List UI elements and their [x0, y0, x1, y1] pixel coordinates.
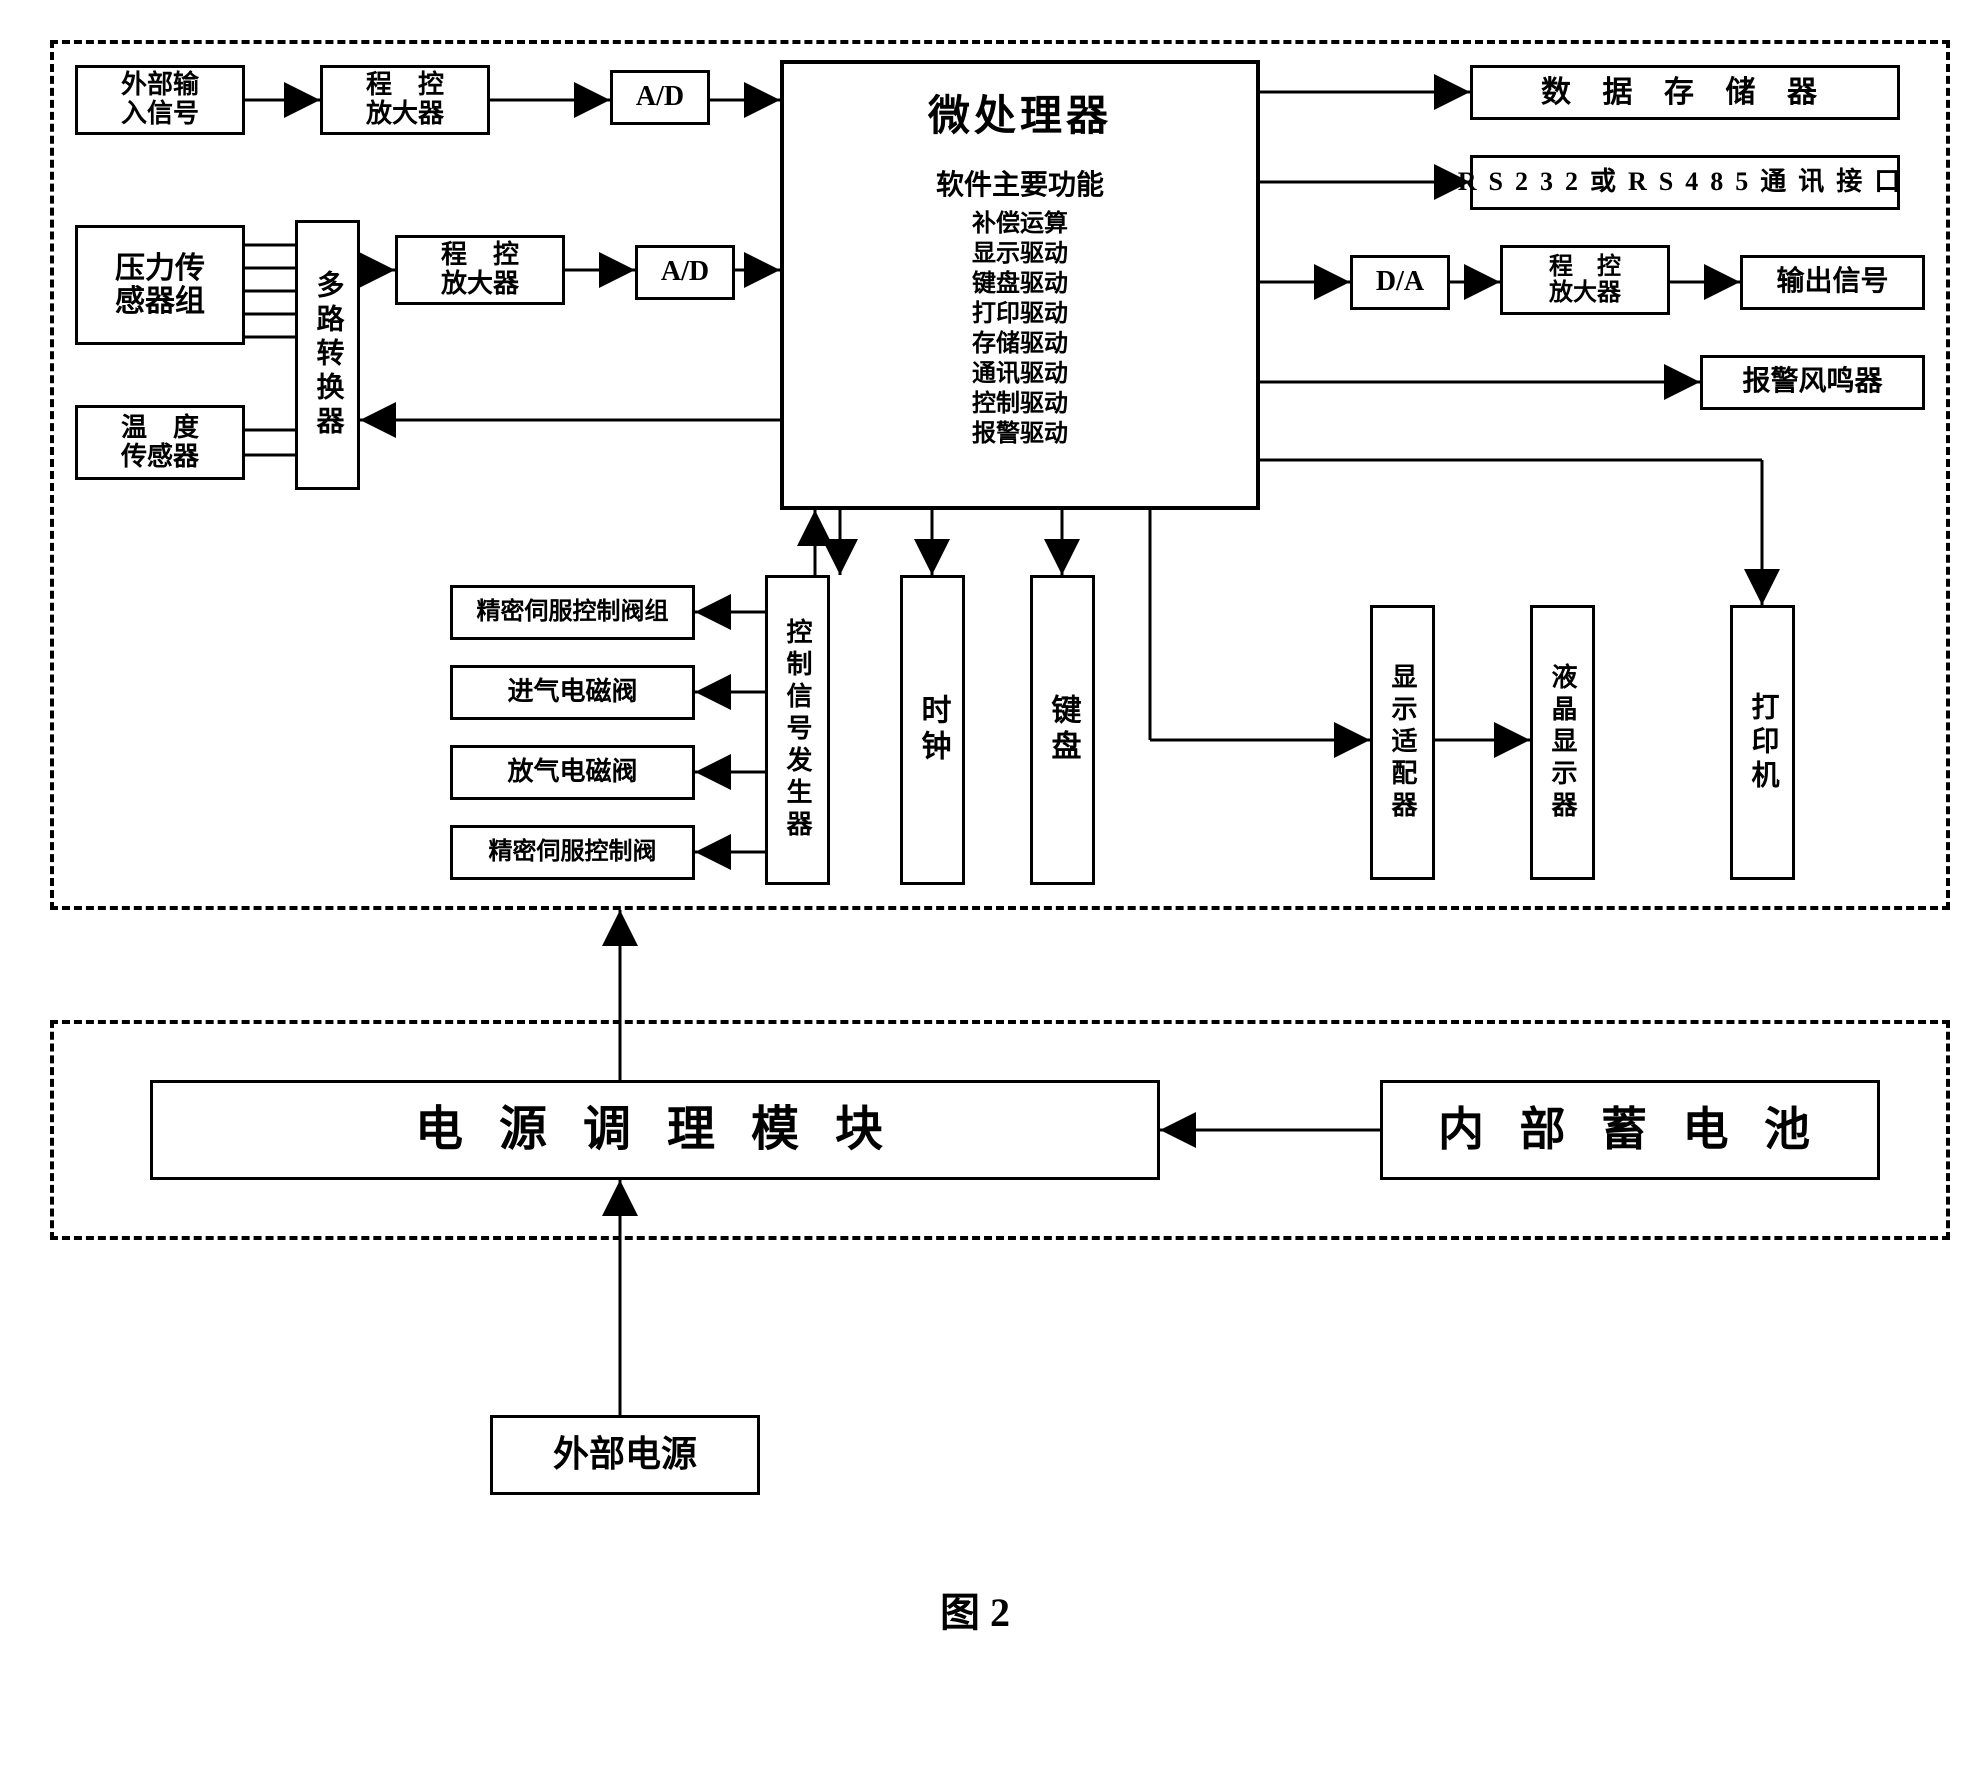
amp1-block: 程 控 放大器	[320, 65, 490, 135]
cpu-title: 微处理器	[784, 82, 1256, 143]
powerCond-block: 电 源 调 理 模 块	[150, 1080, 1160, 1180]
sigGen-block: 控制信号发生器	[765, 575, 830, 885]
amp3-block: 程 控 放大器	[1500, 245, 1670, 315]
extIn-block: 外部输 入信号	[75, 65, 245, 135]
figure-label: 图 2	[940, 1580, 1010, 1638]
cpu-line: 控制驱动	[784, 389, 1256, 419]
ad1-block: A/D	[610, 70, 710, 125]
outValve-block: 放气电磁阀	[450, 745, 695, 800]
cpu-line: 补偿运算	[784, 209, 1256, 239]
cpu-line: 打印驱动	[784, 299, 1256, 329]
mux-block: 多路转换器	[295, 220, 360, 490]
dataStore-block: 数 据 存 储 器	[1470, 65, 1900, 120]
lcd-block: 液晶显示器	[1530, 605, 1595, 880]
diagram-canvas: 微处理器 软件主要功能 补偿运算 显示驱动 键盘驱动 打印驱动 存储驱动 通讯驱…	[20, 20, 1963, 1757]
press-block: 压力传 感器组	[75, 225, 245, 345]
cpu-line: 通讯驱动	[784, 359, 1256, 389]
microprocessor-block: 微处理器 软件主要功能 补偿运算 显示驱动 键盘驱动 打印驱动 存储驱动 通讯驱…	[780, 60, 1260, 510]
keyboard-block: 键盘	[1030, 575, 1095, 885]
servoGrp-block: 精密伺服控制阀组	[450, 585, 695, 640]
battery-block: 内 部 蓄 电 池	[1380, 1080, 1880, 1180]
cpu-line: 报警驱动	[784, 419, 1256, 449]
ad2-block: A/D	[635, 245, 735, 300]
buzzer-block: 报警风鸣器	[1700, 355, 1925, 410]
inValve-block: 进气电磁阀	[450, 665, 695, 720]
outSig-block: 输出信号	[1740, 255, 1925, 310]
temp-block: 温 度 传感器	[75, 405, 245, 480]
cpu-feature-list: 补偿运算 显示驱动 键盘驱动 打印驱动 存储驱动 通讯驱动 控制驱动 报警驱动	[784, 209, 1256, 449]
cpu-subtitle: 软件主要功能	[784, 163, 1256, 203]
cpu-line: 显示驱动	[784, 239, 1256, 269]
rs232-block: RS232或RS485通讯接口	[1470, 155, 1900, 210]
cpu-line: 键盘驱动	[784, 269, 1256, 299]
amp2-block: 程 控 放大器	[395, 235, 565, 305]
da-block: D/A	[1350, 255, 1450, 310]
cpu-line: 存储驱动	[784, 329, 1256, 359]
clock-block: 时钟	[900, 575, 965, 885]
extPower-block: 外部电源	[490, 1415, 760, 1495]
printer-block: 打印机	[1730, 605, 1795, 880]
servo-block: 精密伺服控制阀	[450, 825, 695, 880]
dispAdpt-block: 显示适配器	[1370, 605, 1435, 880]
